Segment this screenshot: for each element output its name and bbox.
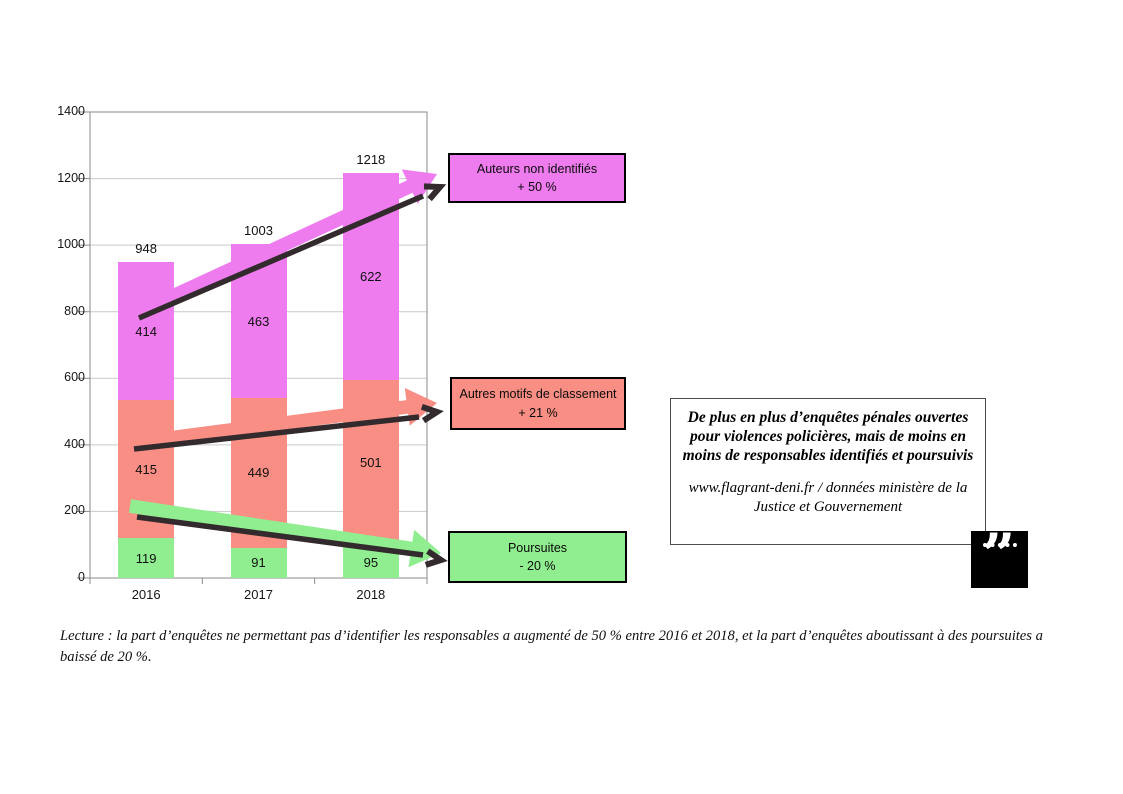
summary-text-box: De plus en plus d’enquêtes pénales ouver… <box>670 398 986 545</box>
black-arrowhead <box>424 548 448 568</box>
y-axis-tick-label: 1200 <box>57 170 85 185</box>
callout-label: Autres motifs de classement <box>459 387 617 402</box>
bar-segment-autres-motifs-de-classement: 501 <box>342 379 399 547</box>
bar-segment-poursuites: 119 <box>118 538 175 578</box>
bar-segment-value: 449 <box>247 465 270 481</box>
bar-segment-value: 622 <box>359 268 382 284</box>
callout-label: Poursuites <box>507 540 568 555</box>
callout-poursuites: Poursuites - 20 % <box>448 531 627 583</box>
bar-segment-value: 91 <box>251 555 266 571</box>
y-axis-tick-label: 0 <box>78 570 85 584</box>
bar-segment-poursuites: 91 <box>230 547 287 578</box>
callout-delta: + 50 % <box>517 180 557 194</box>
summary-headline: De plus en plus d’enquêtes pénales ouver… <box>682 409 974 465</box>
callout-autres-motifs: Autres motifs de classement + 21 % <box>450 377 626 430</box>
bar-segment-value: 414 <box>135 323 157 339</box>
bar-segment-auteurs-non-identifi-s: 414 <box>118 262 175 401</box>
summary-source: www.flagrant-deni.fr / données ministère… <box>688 479 968 516</box>
bar-segment-autres-motifs-de-classement: 415 <box>118 400 175 539</box>
y-axis-tick-label: 200 <box>64 503 85 518</box>
quotation-marks-icon: ” <box>981 531 1018 588</box>
y-axis-tick-label: 1400 <box>57 104 85 118</box>
bar-total-label: 1003 <box>244 223 273 239</box>
bar-segment-value: 415 <box>135 461 157 477</box>
x-axis-category-label: 2017 <box>244 587 273 602</box>
x-axis-category-label: 2018 <box>356 587 386 602</box>
flagrant-deni-logo: ” <box>971 531 1028 588</box>
y-axis-tick-label: 600 <box>64 370 85 385</box>
bar-segment-value: 501 <box>359 455 382 471</box>
bar-total-label: 1218 <box>356 151 386 167</box>
x-axis-category-label: 2016 <box>131 587 161 602</box>
bar-segment-auteurs-non-identifi-s: 463 <box>230 244 287 399</box>
callout-auteurs-non-identifies: Auteurs non identifiés + 50 % <box>448 153 626 203</box>
black-arrowhead <box>423 183 447 202</box>
bar-segment-value: 95 <box>363 554 379 570</box>
callout-label: Auteurs non identifiés <box>476 161 598 176</box>
y-axis-tick-label: 800 <box>64 303 85 318</box>
lecture-note: Lecture : la part d’enquêtes ne permetta… <box>60 628 1043 665</box>
bar-total-label: 948 <box>135 241 157 257</box>
y-axis-tick-label: 400 <box>64 436 85 451</box>
bar-segment-value: 119 <box>135 550 157 566</box>
bar-segment-auteurs-non-identifi-s: 622 <box>342 172 399 380</box>
callout-delta: + 21 % <box>518 405 558 420</box>
bar-segment-value: 463 <box>247 313 270 329</box>
y-axis-tick-label: 1000 <box>57 237 85 252</box>
black-arrowhead <box>420 403 444 424</box>
bar-segment-autres-motifs-de-classement: 449 <box>230 398 287 548</box>
logo-dotted-line <box>982 543 1017 547</box>
callout-delta: - 20 % <box>519 559 556 573</box>
bar-segment-poursuites: 95 <box>342 546 399 578</box>
